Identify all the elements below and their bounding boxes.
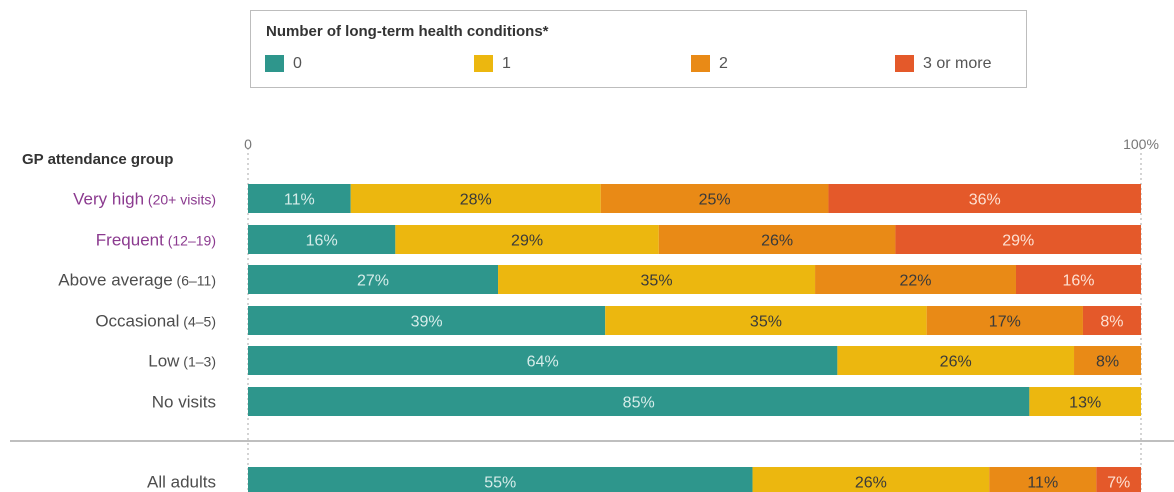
- category-label-2: Above average (6–11): [58, 271, 216, 290]
- x-tick-label-0: 0: [244, 136, 252, 152]
- y-axis-title: GP attendance group: [22, 151, 173, 168]
- bar-label-3-series-2: 17%: [989, 314, 1021, 331]
- bar-6-series-0: [248, 467, 753, 492]
- bar-3-series-0: [248, 306, 606, 335]
- bar-0-series-3: [828, 184, 1141, 213]
- bar-label-0-series-2: 25%: [699, 192, 731, 209]
- bar-3-series-2: [926, 306, 1083, 335]
- bar-label-0-series-3: 36%: [969, 192, 1001, 209]
- x-tick-label-100: 100%: [1123, 136, 1159, 152]
- bar-3-series-3: [1082, 306, 1141, 335]
- bar-5-series-0: [248, 387, 1030, 416]
- bar-label-2-series-0: 27%: [357, 273, 389, 290]
- bar-label-1-series-1: 29%: [511, 233, 543, 250]
- bar-label-0-series-0: 11%: [284, 192, 315, 209]
- bar-label-1-series-2: 26%: [761, 233, 793, 250]
- bar-label-2-series-1: 35%: [641, 273, 673, 290]
- category-label-3: Occasional (4–5): [95, 312, 216, 331]
- bar-label-6-series-3: 7%: [1107, 475, 1130, 492]
- bar-label-6-series-0: 55%: [484, 475, 516, 492]
- bar-5-series-1: [1029, 387, 1141, 416]
- bar-label-4-series-2: 8%: [1096, 354, 1119, 371]
- bar-4-series-1: [837, 346, 1075, 375]
- bar-label-3-series-3: 8%: [1100, 314, 1123, 331]
- legend-swatch-3: [895, 55, 914, 72]
- bar-2-series-2: [815, 265, 1016, 294]
- category-label-6: All adults: [147, 473, 216, 492]
- category-label-5: No visits: [152, 393, 216, 412]
- bar-1-series-3: [895, 225, 1141, 254]
- legend: Number of long-term health conditions* 0…: [250, 10, 1027, 88]
- legend-swatch-1: [474, 55, 493, 72]
- bar-label-3-series-0: 39%: [411, 314, 443, 331]
- bar-6-series-1: [752, 467, 990, 492]
- bar-0-series-0: [248, 184, 351, 213]
- bar-label-5-series-1: 13%: [1069, 395, 1101, 412]
- legend-swatch-2: [691, 55, 710, 72]
- bar-label-1-series-3: 29%: [1002, 233, 1034, 250]
- bar-2-series-3: [1015, 265, 1141, 294]
- bar-1-series-1: [395, 225, 659, 254]
- bar-label-6-series-2: 11%: [1027, 475, 1058, 492]
- bar-4-series-0: [248, 346, 838, 375]
- legend-label-3: 3 or more: [923, 55, 992, 72]
- legend-label-2: 2: [719, 55, 728, 72]
- bar-label-5-series-0: 85%: [623, 395, 655, 412]
- bar-label-3-series-1: 35%: [750, 314, 782, 331]
- bar-label-0-series-1: 28%: [460, 192, 492, 209]
- bar-0-series-2: [600, 184, 829, 213]
- bar-6-series-2: [989, 467, 1097, 492]
- category-label-0: Very high (20+ visits): [73, 190, 216, 209]
- bar-label-2-series-2: 22%: [900, 273, 932, 290]
- category-label-1: Frequent (12–19): [96, 231, 216, 250]
- bar-4-series-2: [1074, 346, 1141, 375]
- bar-3-series-1: [605, 306, 927, 335]
- bar-2-series-1: [498, 265, 816, 294]
- legend-label-0: 0: [293, 55, 302, 72]
- legend-title: Number of long-term health conditions*: [266, 23, 549, 40]
- bar-2-series-0: [248, 265, 499, 294]
- bar-label-1-series-0: 16%: [306, 233, 338, 250]
- bar-label-6-series-1: 26%: [855, 475, 887, 492]
- bar-1-series-2: [658, 225, 896, 254]
- legend-swatch-0: [265, 55, 284, 72]
- bar-label-4-series-1: 26%: [940, 354, 972, 371]
- bar-label-4-series-0: 64%: [527, 354, 559, 371]
- category-label-4: Low (1–3): [148, 352, 216, 371]
- bar-0-series-1: [350, 184, 601, 213]
- bar-1-series-0: [248, 225, 396, 254]
- bar-6-series-3: [1096, 467, 1141, 492]
- legend-label-1: 1: [502, 55, 511, 72]
- bar-label-2-series-3: 16%: [1062, 273, 1094, 290]
